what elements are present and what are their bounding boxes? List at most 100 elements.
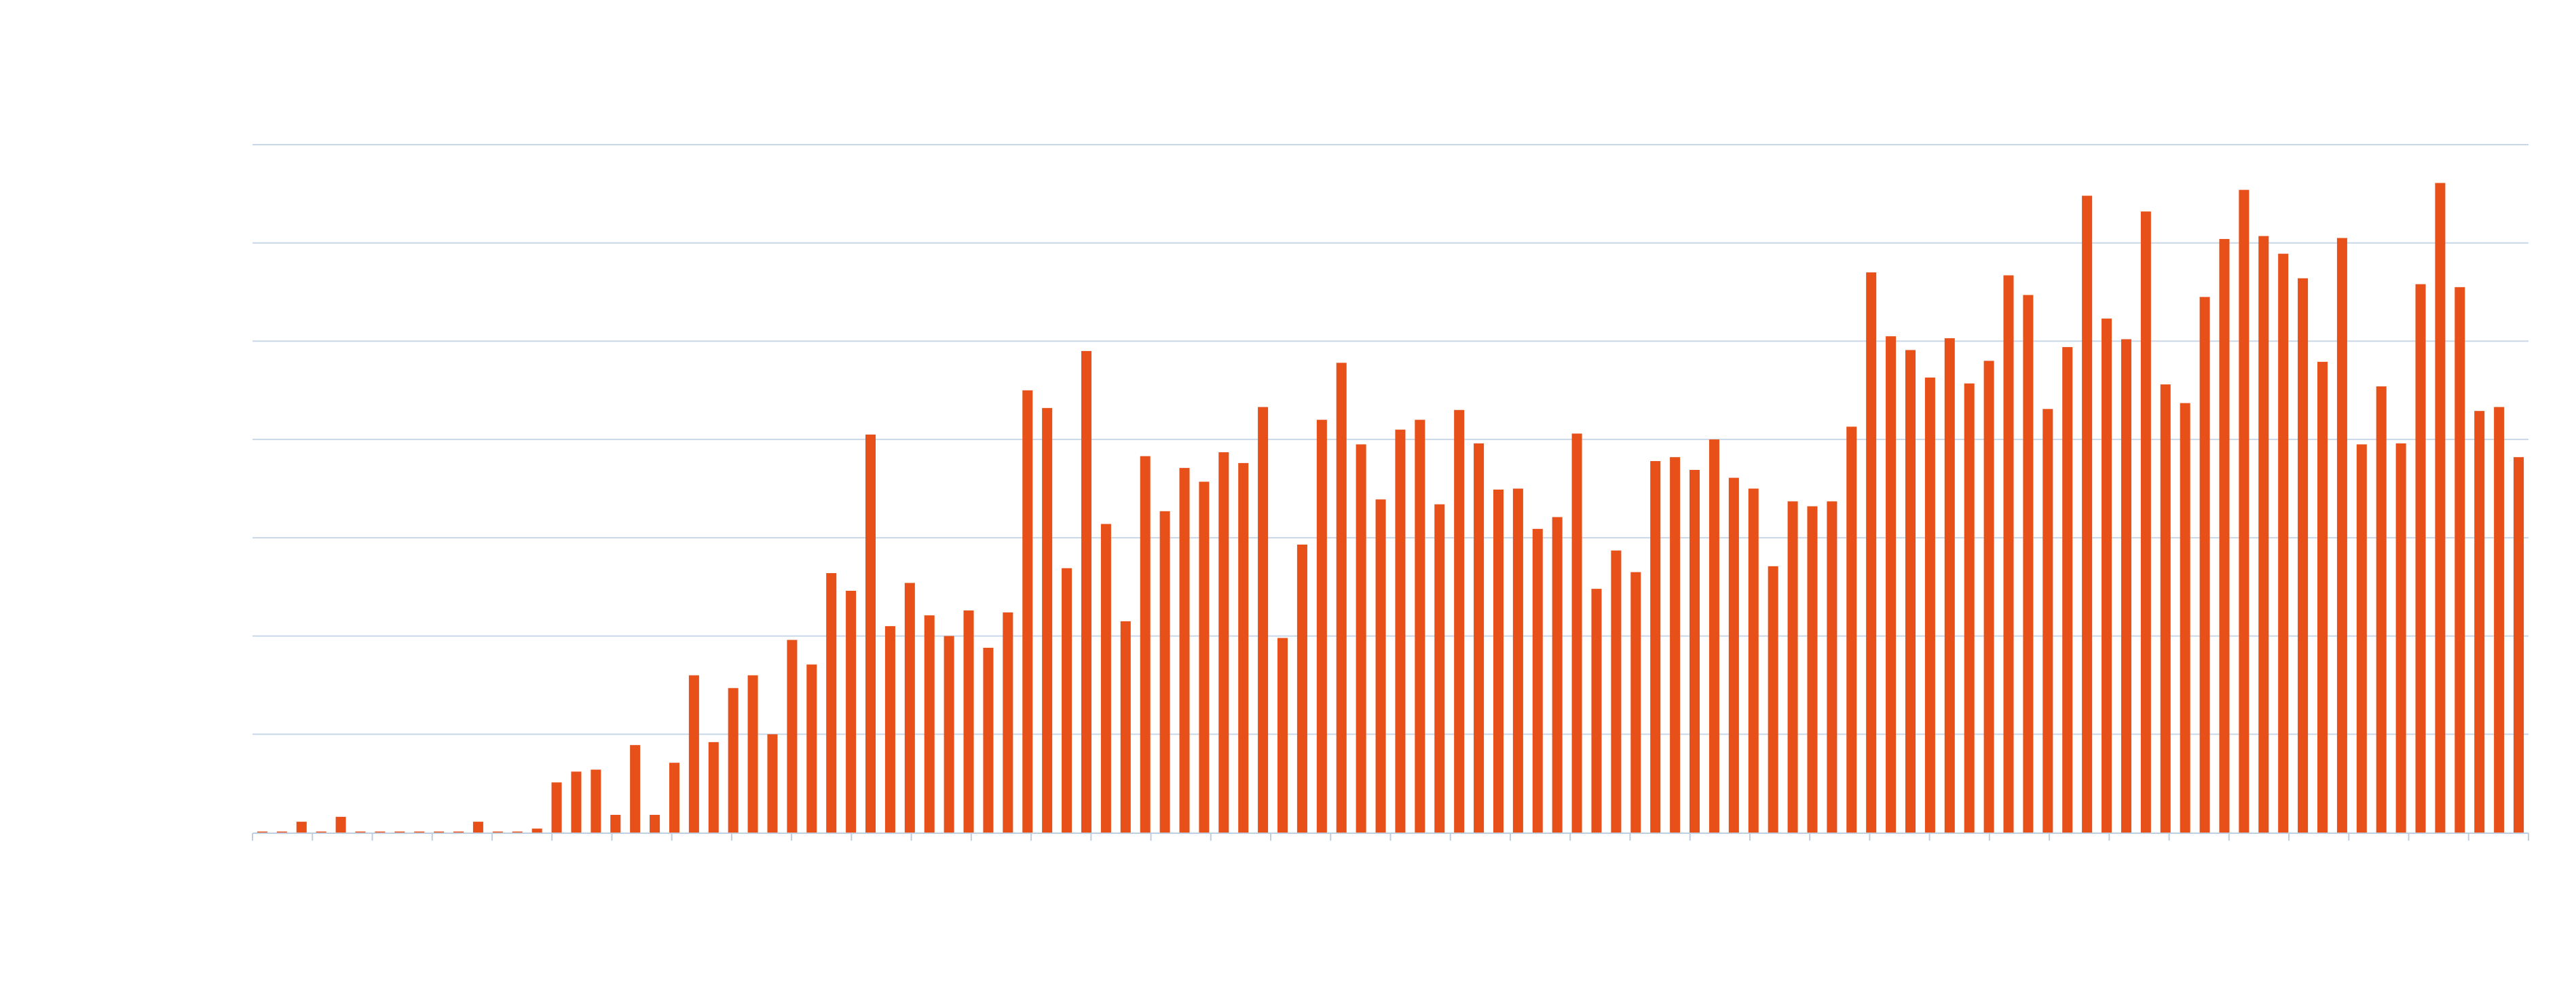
bar <box>2317 361 2328 833</box>
bar <box>1983 361 1994 833</box>
bar <box>1787 501 1798 833</box>
bar <box>2336 238 2347 833</box>
bar <box>1630 572 1641 833</box>
bar <box>1493 489 1504 833</box>
bar <box>846 591 857 833</box>
bar <box>1277 638 1288 833</box>
bar <box>276 831 287 833</box>
bar <box>1062 568 1072 833</box>
bar <box>2435 183 2446 833</box>
bar <box>355 831 366 833</box>
bar <box>630 745 641 833</box>
bar <box>1866 272 1877 833</box>
bar <box>571 771 582 833</box>
bar <box>1964 383 1975 833</box>
bar <box>787 640 798 833</box>
bar <box>1807 506 1818 833</box>
bar <box>2023 295 2034 833</box>
bar <box>2180 403 2190 833</box>
bar <box>1905 350 1916 833</box>
bar <box>1258 407 1269 833</box>
bar <box>2298 278 2309 833</box>
bar <box>1846 426 1857 833</box>
bar <box>2395 443 2406 833</box>
bar <box>1611 550 1622 833</box>
bar <box>2003 275 2014 833</box>
bar <box>2356 444 2367 833</box>
bar <box>472 822 483 833</box>
bar <box>944 636 954 833</box>
bar <box>806 664 817 833</box>
bar <box>1454 409 1465 833</box>
bar <box>2160 384 2171 833</box>
bar <box>492 831 503 833</box>
bar <box>1591 589 1602 833</box>
bar <box>1728 477 1739 833</box>
bar <box>1100 524 1111 833</box>
bar <box>2474 411 2485 833</box>
bar <box>1316 420 1327 833</box>
bar <box>551 782 562 833</box>
bar <box>688 675 699 833</box>
bar <box>1336 363 1347 833</box>
bar <box>1650 460 1661 833</box>
bar <box>1395 429 1406 833</box>
bar <box>2514 457 2524 833</box>
bar <box>2239 189 2250 833</box>
bar <box>2082 196 2093 833</box>
bar <box>1140 456 1151 833</box>
bar <box>865 434 876 833</box>
bar <box>669 763 679 833</box>
bar <box>650 814 660 833</box>
bar <box>2454 287 2465 833</box>
bar <box>1512 488 1523 833</box>
bar <box>1552 517 1563 833</box>
bar <box>375 831 386 833</box>
bar <box>2102 318 2112 833</box>
bar <box>728 688 739 833</box>
bar <box>1768 566 1778 833</box>
bar <box>335 816 346 833</box>
bar <box>983 647 994 833</box>
bar <box>1159 511 1170 833</box>
bar <box>1944 338 1955 833</box>
bar <box>747 675 758 833</box>
bars <box>257 183 2524 833</box>
bar <box>1690 470 1700 833</box>
bar <box>2494 407 2505 833</box>
bar <box>1081 350 1091 833</box>
bar <box>2415 284 2426 833</box>
bar <box>1199 481 1210 833</box>
bar <box>1238 462 1249 833</box>
bar <box>2278 253 2289 833</box>
bar <box>610 814 621 833</box>
bar <box>1709 439 1719 833</box>
bar <box>708 742 719 833</box>
bar <box>1375 499 1386 833</box>
bar <box>1748 488 1759 833</box>
bar <box>1120 621 1131 833</box>
bar <box>1434 504 1445 833</box>
bar <box>2219 238 2230 833</box>
bar <box>1356 444 1366 833</box>
bar <box>1022 390 1033 833</box>
bar <box>1532 528 1543 833</box>
bar <box>296 822 307 833</box>
bar <box>591 769 601 833</box>
bar <box>826 572 837 833</box>
bar <box>963 610 974 833</box>
bar <box>1571 433 1582 833</box>
bar <box>2199 297 2210 833</box>
bar <box>2121 339 2131 833</box>
bar <box>531 828 542 833</box>
bar <box>1827 501 1837 833</box>
bar <box>1474 443 1485 833</box>
bar <box>1670 457 1681 833</box>
bar <box>1296 544 1307 833</box>
bar <box>884 626 895 833</box>
bar <box>394 831 405 833</box>
bar <box>1218 452 1229 833</box>
bar <box>904 583 915 833</box>
